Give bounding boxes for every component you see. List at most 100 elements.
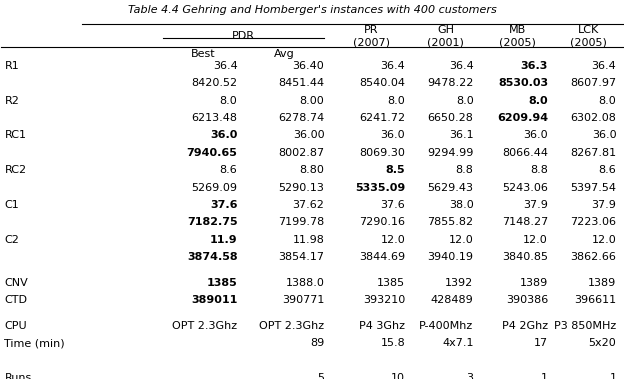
Text: C1: C1 <box>4 200 19 210</box>
Text: 7940.65: 7940.65 <box>187 148 238 158</box>
Text: RC2: RC2 <box>4 165 27 175</box>
Text: 389011: 389011 <box>191 295 238 305</box>
Text: LCK
(2005): LCK (2005) <box>570 25 607 47</box>
Text: CNV: CNV <box>4 278 28 288</box>
Text: 1392: 1392 <box>446 278 474 288</box>
Text: 1389: 1389 <box>588 278 617 288</box>
Text: 390771: 390771 <box>282 295 324 305</box>
Text: 12.0: 12.0 <box>524 235 548 245</box>
Text: 11.98: 11.98 <box>293 235 324 245</box>
Text: 5243.06: 5243.06 <box>502 183 548 193</box>
Text: 6278.74: 6278.74 <box>278 113 324 123</box>
Text: 6650.28: 6650.28 <box>427 113 474 123</box>
Text: 3844.69: 3844.69 <box>359 252 405 262</box>
Text: 7148.27: 7148.27 <box>502 218 548 227</box>
Text: P4 3Ghz: P4 3Ghz <box>359 321 405 331</box>
Text: 8607.97: 8607.97 <box>570 78 617 88</box>
Text: 8.8: 8.8 <box>530 165 548 175</box>
Text: 1389: 1389 <box>520 278 548 288</box>
Text: 11.9: 11.9 <box>210 235 238 245</box>
Text: 8451.44: 8451.44 <box>278 78 324 88</box>
Text: 17: 17 <box>534 338 548 348</box>
Text: 390386: 390386 <box>506 295 548 305</box>
Text: 8420.52: 8420.52 <box>192 78 238 88</box>
Text: 1385: 1385 <box>377 278 405 288</box>
Text: 89: 89 <box>310 338 324 348</box>
Text: CTD: CTD <box>4 295 27 305</box>
Text: PR
(2007): PR (2007) <box>353 25 389 47</box>
Text: 1: 1 <box>610 373 617 379</box>
Text: 36.0: 36.0 <box>524 130 548 141</box>
Text: RC1: RC1 <box>4 130 26 141</box>
Text: 8.8: 8.8 <box>456 165 474 175</box>
Text: MB
(2005): MB (2005) <box>499 25 535 47</box>
Text: 9478.22: 9478.22 <box>427 78 474 88</box>
Text: 37.6: 37.6 <box>381 200 405 210</box>
Text: 3862.66: 3862.66 <box>570 252 617 262</box>
Text: 8.0: 8.0 <box>220 96 238 106</box>
Text: 36.0: 36.0 <box>592 130 617 141</box>
Text: 36.0: 36.0 <box>381 130 405 141</box>
Text: 7290.16: 7290.16 <box>359 218 405 227</box>
Text: CPU: CPU <box>4 321 27 331</box>
Text: 6302.08: 6302.08 <box>570 113 617 123</box>
Text: 5335.09: 5335.09 <box>355 183 405 193</box>
Text: 38.0: 38.0 <box>449 200 474 210</box>
Text: 5629.43: 5629.43 <box>427 183 474 193</box>
Text: R2: R2 <box>4 96 19 106</box>
Text: 36.0: 36.0 <box>210 130 238 141</box>
Text: GH
(2001): GH (2001) <box>427 25 464 47</box>
Text: 396611: 396611 <box>574 295 617 305</box>
Text: 12.0: 12.0 <box>381 235 405 245</box>
Text: Avg: Avg <box>274 49 295 59</box>
Text: 37.6: 37.6 <box>210 200 238 210</box>
Text: 7223.06: 7223.06 <box>570 218 617 227</box>
Text: 6209.94: 6209.94 <box>497 113 548 123</box>
Text: 8066.44: 8066.44 <box>502 148 548 158</box>
Text: C2: C2 <box>4 235 19 245</box>
Text: 36.4: 36.4 <box>213 61 238 71</box>
Text: Table 4.4 Gehring and Homberger's instances with 400 customers: Table 4.4 Gehring and Homberger's instan… <box>128 5 496 15</box>
Text: 9294.99: 9294.99 <box>427 148 474 158</box>
Text: R1: R1 <box>4 61 19 71</box>
Text: 1385: 1385 <box>207 278 238 288</box>
Text: 428489: 428489 <box>431 295 474 305</box>
Text: 5397.54: 5397.54 <box>570 183 617 193</box>
Text: 4x7.1: 4x7.1 <box>442 338 474 348</box>
Text: Time (min): Time (min) <box>4 338 65 348</box>
Text: Best: Best <box>191 49 216 59</box>
Text: 8.0: 8.0 <box>456 96 474 106</box>
Text: 8069.30: 8069.30 <box>359 148 405 158</box>
Text: 36.4: 36.4 <box>449 61 474 71</box>
Text: 8.00: 8.00 <box>300 96 324 106</box>
Text: 36.40: 36.40 <box>293 61 324 71</box>
Text: 7199.78: 7199.78 <box>278 218 324 227</box>
Text: 3: 3 <box>467 373 474 379</box>
Text: 12.0: 12.0 <box>592 235 617 245</box>
Text: P-400Mhz: P-400Mhz <box>419 321 474 331</box>
Text: 7182.75: 7182.75 <box>187 218 238 227</box>
Text: 37.9: 37.9 <box>592 200 617 210</box>
Text: 15.8: 15.8 <box>381 338 405 348</box>
Text: 3940.19: 3940.19 <box>427 252 474 262</box>
Text: 8.0: 8.0 <box>529 96 548 106</box>
Text: 5269.09: 5269.09 <box>192 183 238 193</box>
Text: 8.80: 8.80 <box>300 165 324 175</box>
Text: 8267.81: 8267.81 <box>570 148 617 158</box>
Text: OPT 2.3Ghz: OPT 2.3Ghz <box>172 321 238 331</box>
Text: 37.9: 37.9 <box>523 200 548 210</box>
Text: 8002.87: 8002.87 <box>278 148 324 158</box>
Text: 8.0: 8.0 <box>388 96 405 106</box>
Text: 36.4: 36.4 <box>381 61 405 71</box>
Text: 8.6: 8.6 <box>220 165 238 175</box>
Text: 6241.72: 6241.72 <box>359 113 405 123</box>
Text: 5x20: 5x20 <box>588 338 617 348</box>
Text: 36.00: 36.00 <box>293 130 324 141</box>
Text: 8540.04: 8540.04 <box>359 78 405 88</box>
Text: 36.3: 36.3 <box>520 61 548 71</box>
Text: 12.0: 12.0 <box>449 235 474 245</box>
Text: 393210: 393210 <box>363 295 405 305</box>
Text: OPT 2.3Ghz: OPT 2.3Ghz <box>260 321 324 331</box>
Text: P4 2Ghz: P4 2Ghz <box>502 321 548 331</box>
Text: 10: 10 <box>391 373 405 379</box>
